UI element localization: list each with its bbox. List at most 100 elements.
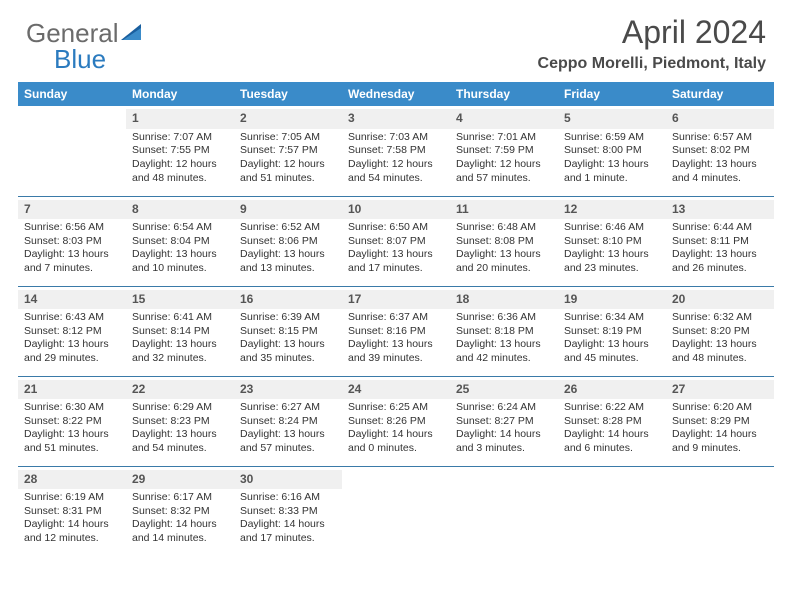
day-info: Sunrise: 6:27 AMSunset: 8:24 PMDaylight:… <box>240 401 336 456</box>
weekday-header: Monday <box>126 82 234 106</box>
sunrise-line: Sunrise: 6:24 AM <box>456 401 552 415</box>
day-number: 7 <box>24 202 31 216</box>
calendar-cell: 1Sunrise: 7:07 AMSunset: 7:55 PMDaylight… <box>126 106 234 196</box>
calendar-cell: 21Sunrise: 6:30 AMSunset: 8:22 PMDayligh… <box>18 376 126 466</box>
daylight-line: Daylight: 14 hours and 6 minutes. <box>564 428 660 455</box>
day-number: 10 <box>348 202 361 216</box>
calendar-body: 1Sunrise: 7:07 AMSunset: 7:55 PMDaylight… <box>18 106 774 556</box>
day-number: 6 <box>672 111 679 125</box>
sunset-line: Sunset: 8:10 PM <box>564 235 660 249</box>
calendar-cell: 20Sunrise: 6:32 AMSunset: 8:20 PMDayligh… <box>666 286 774 376</box>
day-number-row: 14 <box>18 290 126 310</box>
calendar-cell: 2 Sunrise: 7:05 AMSunset: 7:57 PMDaylight… <box>234 106 342 196</box>
day-info: Sunrise: 6:32 AMSunset: 8:20 PMDaylight:… <box>672 311 768 366</box>
daylight-line: Daylight: 13 hours and 51 minutes. <box>24 428 120 455</box>
calendar-cell: 7 Sunrise: 6:56 AMSunset: 8:03 PMDaylight… <box>18 196 126 286</box>
calendar-cell: 28Sunrise: 6:19 AMSunset: 8:31 PMDayligh… <box>18 466 126 556</box>
sunrise-line: Sunrise: 6:25 AM <box>348 401 444 415</box>
calendar-cell: 18Sunrise: 6:36 AMSunset: 8:18 PMDayligh… <box>450 286 558 376</box>
daylight-line: Daylight: 13 hours and 39 minutes. <box>348 338 444 365</box>
sunrise-line: Sunrise: 6:29 AM <box>132 401 228 415</box>
daylight-line: Daylight: 14 hours and 9 minutes. <box>672 428 768 455</box>
day-number-row: 18 <box>450 290 558 310</box>
day-info: Sunrise: 6:20 AMSunset: 8:29 PMDaylight:… <box>672 401 768 456</box>
daylight-line: Daylight: 13 hours and 1 minute. <box>564 158 660 185</box>
day-number: 4 <box>456 111 463 125</box>
daylight-line: Daylight: 14 hours and 17 minutes. <box>240 518 336 545</box>
sunset-line: Sunset: 8:18 PM <box>456 325 552 339</box>
sunset-line: Sunset: 8:02 PM <box>672 144 768 158</box>
sunrise-line: Sunrise: 7:07 AM <box>132 131 228 145</box>
day-info: Sunrise: 6:34 AMSunset: 8:19 PMDaylight:… <box>564 311 660 366</box>
calendar-cell: 13Sunrise: 6:44 AMSunset: 8:11 PMDayligh… <box>666 196 774 286</box>
sunrise-line: Sunrise: 6:56 AM <box>24 221 120 235</box>
day-number: 17 <box>348 292 361 306</box>
calendar-cell: 4 Sunrise: 7:01 AMSunset: 7:59 PMDaylight… <box>450 106 558 196</box>
daylight-line: Daylight: 13 hours and 13 minutes. <box>240 248 336 275</box>
sunrise-line: Sunrise: 6:46 AM <box>564 221 660 235</box>
day-number-row: 22 <box>126 380 234 400</box>
calendar-cell: 8Sunrise: 6:54 AMSunset: 8:04 PMDaylight… <box>126 196 234 286</box>
weekday-header: Saturday <box>666 82 774 106</box>
day-info: Sunrise: 6:24 AMSunset: 8:27 PMDaylight:… <box>456 401 552 456</box>
sunset-line: Sunset: 7:59 PM <box>456 144 552 158</box>
sunrise-line: Sunrise: 6:57 AM <box>672 131 768 145</box>
day-number-row: 28 <box>18 470 126 490</box>
daylight-line: Daylight: 13 hours and 23 minutes. <box>564 248 660 275</box>
day-number-row: 9 <box>234 200 342 220</box>
calendar-row: 28Sunrise: 6:19 AMSunset: 8:31 PMDayligh… <box>18 466 774 556</box>
logo-text-2: Blue <box>54 44 106 74</box>
day-number-row: 11 <box>450 200 558 220</box>
day-number-row: 4 <box>450 109 558 129</box>
calendar-cell: 11Sunrise: 6:48 AMSunset: 8:08 PMDayligh… <box>450 196 558 286</box>
day-number-row: 24 <box>342 380 450 400</box>
calendar-cell: 30Sunrise: 6:16 AMSunset: 8:33 PMDayligh… <box>234 466 342 556</box>
day-info: Sunrise: 6:16 AMSunset: 8:33 PMDaylight:… <box>240 491 336 546</box>
sunset-line: Sunset: 8:07 PM <box>348 235 444 249</box>
day-info: Sunrise: 6:59 AMSunset: 8:00 PMDaylight:… <box>564 131 660 186</box>
day-number: 14 <box>24 292 37 306</box>
sunset-line: Sunset: 8:26 PM <box>348 415 444 429</box>
sunrise-line: Sunrise: 6:37 AM <box>348 311 444 325</box>
calendar-cell <box>558 466 666 556</box>
page-subtitle: Ceppo Morelli, Piedmont, Italy <box>538 55 766 73</box>
day-info: Sunrise: 7:01 AMSunset: 7:59 PMDaylight:… <box>456 131 552 186</box>
sunrise-line: Sunrise: 7:01 AM <box>456 131 552 145</box>
day-info: Sunrise: 6:29 AMSunset: 8:23 PMDaylight:… <box>132 401 228 456</box>
sunrise-line: Sunrise: 6:32 AM <box>672 311 768 325</box>
page-title: April 2024 <box>538 14 766 51</box>
daylight-line: Daylight: 13 hours and 20 minutes. <box>456 248 552 275</box>
day-info: Sunrise: 6:39 AMSunset: 8:15 PMDaylight:… <box>240 311 336 366</box>
day-number: 27 <box>672 382 685 396</box>
sunset-line: Sunset: 8:15 PM <box>240 325 336 339</box>
sunset-line: Sunset: 8:20 PM <box>672 325 768 339</box>
day-number: 18 <box>456 292 469 306</box>
weekday-header: Sunday <box>18 82 126 106</box>
calendar-row: 14Sunrise: 6:43 AMSunset: 8:12 PMDayligh… <box>18 286 774 376</box>
sunrise-line: Sunrise: 6:20 AM <box>672 401 768 415</box>
day-number: 2 <box>240 111 247 125</box>
sunset-line: Sunset: 8:11 PM <box>672 235 768 249</box>
daylight-line: Daylight: 12 hours and 51 minutes. <box>240 158 336 185</box>
day-info: Sunrise: 6:17 AMSunset: 8:32 PMDaylight:… <box>132 491 228 546</box>
day-number: 22 <box>132 382 145 396</box>
day-number-row: 20 <box>666 290 774 310</box>
calendar-cell: 12Sunrise: 6:46 AMSunset: 8:10 PMDayligh… <box>558 196 666 286</box>
daylight-line: Daylight: 13 hours and 57 minutes. <box>240 428 336 455</box>
sunrise-line: Sunrise: 6:34 AM <box>564 311 660 325</box>
day-info: Sunrise: 6:57 AMSunset: 8:02 PMDaylight:… <box>672 131 768 186</box>
day-number-row: 12 <box>558 200 666 220</box>
weekday-header: Wednesday <box>342 82 450 106</box>
daylight-line: Daylight: 14 hours and 12 minutes. <box>24 518 120 545</box>
calendar-cell: 10Sunrise: 6:50 AMSunset: 8:07 PMDayligh… <box>342 196 450 286</box>
calendar-row: 7Sunrise: 6:56 AMSunset: 8:03 PMDaylight… <box>18 196 774 286</box>
day-info: Sunrise: 7:05 AMSunset: 7:57 PMDaylight:… <box>240 131 336 186</box>
weekday-header-row: Sunday Monday Tuesday Wednesday Thursday… <box>18 82 774 106</box>
day-info: Sunrise: 6:52 AMSunset: 8:06 PMDaylight:… <box>240 221 336 276</box>
sunset-line: Sunset: 8:03 PM <box>24 235 120 249</box>
daylight-line: Daylight: 13 hours and 35 minutes. <box>240 338 336 365</box>
calendar-cell: 29Sunrise: 6:17 AMSunset: 8:32 PMDayligh… <box>126 466 234 556</box>
day-number-row: 7 <box>18 200 126 220</box>
day-info: Sunrise: 6:56 AMSunset: 8:03 PMDaylight:… <box>24 221 120 276</box>
calendar-cell: 6 Sunrise: 6:57 AMSunset: 8:02 PMDaylight… <box>666 106 774 196</box>
